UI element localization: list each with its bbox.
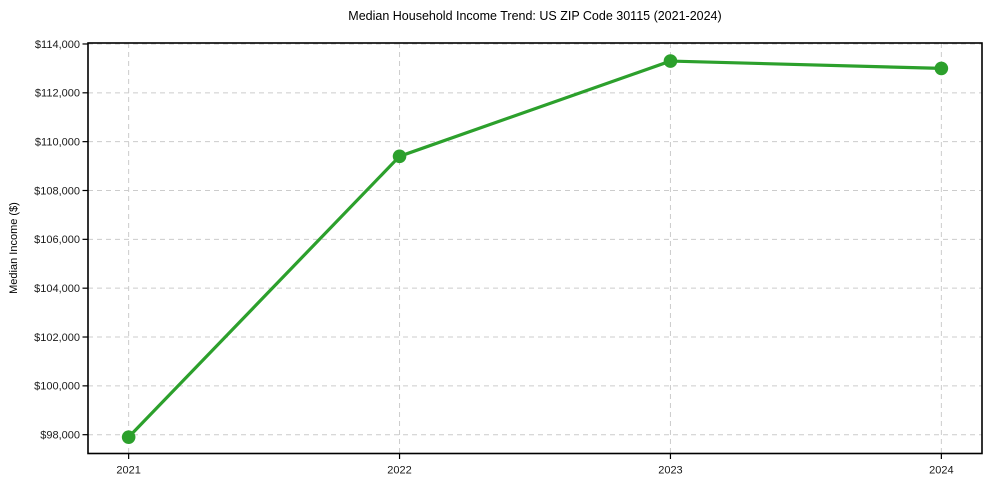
- x-tick-label: 2024: [929, 465, 953, 477]
- x-tick-label: 2021: [116, 465, 140, 477]
- data-point-2024: [934, 61, 949, 76]
- y-tick-label: $114,000: [35, 39, 80, 51]
- y-tick-label: $104,000: [34, 283, 80, 295]
- y-tick-label: $100,000: [34, 381, 80, 393]
- data-point-2023: [663, 54, 678, 68]
- chart-title: Median Household Income Trend: US ZIP Co…: [348, 9, 722, 23]
- x-tick-label: 2022: [387, 465, 411, 477]
- y-tick-label: $102,000: [34, 332, 80, 344]
- y-tick-label: $112,000: [35, 88, 80, 100]
- data-point-2022: [392, 149, 407, 164]
- plot-border: [87, 42, 983, 455]
- y-tick-label: $108,000: [34, 185, 80, 197]
- x-tick-label: 2023: [658, 465, 682, 477]
- y-tick-label: $110,000: [35, 136, 80, 148]
- data-point-2021: [121, 430, 136, 444]
- trend-line: [127, 59, 943, 439]
- y-tick-label: $98,000: [40, 429, 80, 441]
- y-tick-label: $106,000: [34, 234, 80, 246]
